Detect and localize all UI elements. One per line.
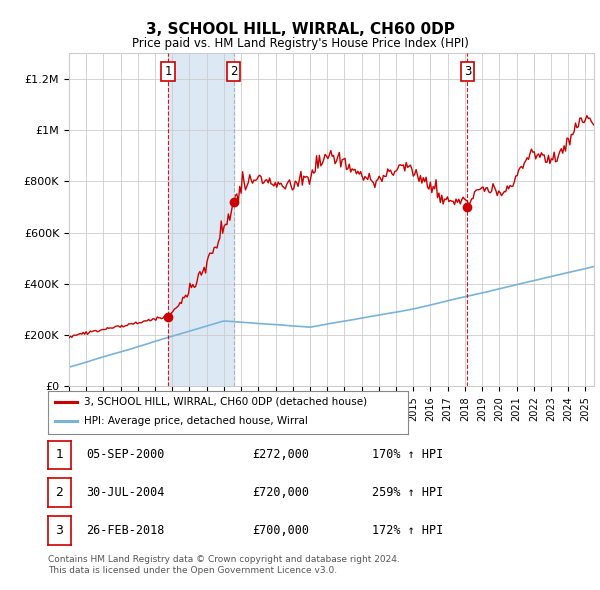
Text: 3, SCHOOL HILL, WIRRAL, CH60 0DP (detached house): 3, SCHOOL HILL, WIRRAL, CH60 0DP (detach…: [84, 397, 367, 407]
Text: £272,000: £272,000: [252, 448, 309, 461]
Text: 3: 3: [464, 64, 471, 77]
Text: 2: 2: [55, 486, 64, 499]
Text: HPI: Average price, detached house, Wirral: HPI: Average price, detached house, Wirr…: [84, 417, 308, 427]
Text: 3, SCHOOL HILL, WIRRAL, CH60 0DP: 3, SCHOOL HILL, WIRRAL, CH60 0DP: [146, 22, 454, 37]
Text: 1: 1: [164, 64, 172, 77]
Bar: [168, 53, 234, 386]
Text: Price paid vs. HM Land Registry's House Price Index (HPI): Price paid vs. HM Land Registry's House …: [131, 37, 469, 50]
Text: 259% ↑ HPI: 259% ↑ HPI: [372, 486, 443, 499]
Text: 1: 1: [55, 448, 64, 461]
Text: 30-JUL-2004: 30-JUL-2004: [86, 486, 164, 499]
Text: 172% ↑ HPI: 172% ↑ HPI: [372, 524, 443, 537]
Text: 170% ↑ HPI: 170% ↑ HPI: [372, 448, 443, 461]
Text: Contains HM Land Registry data © Crown copyright and database right 2024.
This d: Contains HM Land Registry data © Crown c…: [48, 555, 400, 575]
Text: £720,000: £720,000: [252, 486, 309, 499]
Text: 05-SEP-2000: 05-SEP-2000: [86, 448, 164, 461]
Text: 3: 3: [55, 524, 64, 537]
Text: £700,000: £700,000: [252, 524, 309, 537]
Text: 2: 2: [230, 64, 238, 77]
Text: 26-FEB-2018: 26-FEB-2018: [86, 524, 164, 537]
